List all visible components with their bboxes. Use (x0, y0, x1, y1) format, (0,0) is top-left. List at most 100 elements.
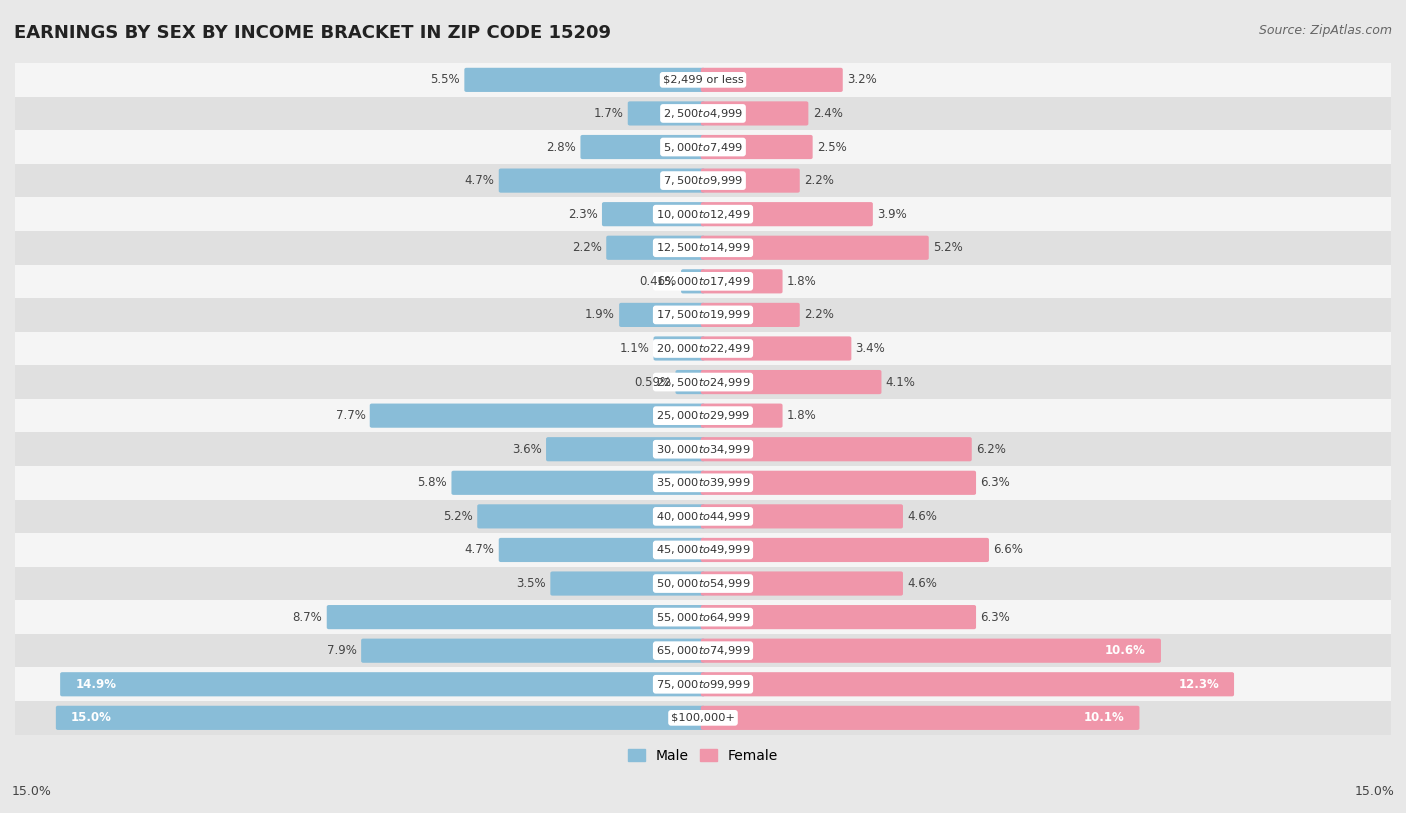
Text: EARNINGS BY SEX BY INCOME BRACKET IN ZIP CODE 15209: EARNINGS BY SEX BY INCOME BRACKET IN ZIP… (14, 24, 612, 42)
Text: 5.2%: 5.2% (934, 241, 963, 254)
Text: 4.1%: 4.1% (886, 376, 915, 389)
FancyBboxPatch shape (370, 403, 706, 428)
FancyBboxPatch shape (700, 102, 808, 125)
Text: $2,500 to $4,999: $2,500 to $4,999 (664, 107, 742, 120)
Text: 1.7%: 1.7% (593, 107, 623, 120)
Text: 12.3%: 12.3% (1178, 678, 1219, 691)
Text: 2.2%: 2.2% (804, 308, 834, 321)
Text: 8.7%: 8.7% (292, 611, 322, 624)
FancyBboxPatch shape (15, 399, 1391, 433)
Text: 3.5%: 3.5% (516, 577, 546, 590)
Text: $10,000 to $12,499: $10,000 to $12,499 (655, 207, 751, 220)
FancyBboxPatch shape (56, 706, 706, 730)
FancyBboxPatch shape (606, 236, 706, 260)
FancyBboxPatch shape (477, 504, 706, 528)
Legend: Male, Female: Male, Female (623, 743, 783, 768)
Text: 2.2%: 2.2% (572, 241, 602, 254)
FancyBboxPatch shape (15, 701, 1391, 735)
Text: $45,000 to $49,999: $45,000 to $49,999 (655, 543, 751, 556)
FancyBboxPatch shape (464, 67, 706, 92)
Text: 10.6%: 10.6% (1105, 644, 1146, 657)
Text: $20,000 to $22,499: $20,000 to $22,499 (655, 342, 751, 355)
Text: $50,000 to $54,999: $50,000 to $54,999 (655, 577, 751, 590)
Text: $12,500 to $14,999: $12,500 to $14,999 (655, 241, 751, 254)
Text: 1.8%: 1.8% (787, 275, 817, 288)
FancyBboxPatch shape (700, 471, 976, 495)
FancyBboxPatch shape (700, 236, 929, 260)
FancyBboxPatch shape (15, 600, 1391, 634)
FancyBboxPatch shape (700, 135, 813, 159)
FancyBboxPatch shape (15, 97, 1391, 130)
FancyBboxPatch shape (700, 202, 873, 226)
FancyBboxPatch shape (60, 672, 706, 697)
Text: 2.4%: 2.4% (813, 107, 842, 120)
Text: 15.0%: 15.0% (1355, 785, 1395, 798)
Text: 5.8%: 5.8% (418, 476, 447, 489)
Text: 5.5%: 5.5% (430, 73, 460, 86)
FancyBboxPatch shape (700, 638, 1161, 663)
FancyBboxPatch shape (15, 634, 1391, 667)
Text: 6.6%: 6.6% (993, 543, 1024, 556)
Text: 3.9%: 3.9% (877, 207, 907, 220)
Text: 10.1%: 10.1% (1084, 711, 1125, 724)
FancyBboxPatch shape (361, 638, 706, 663)
Text: $30,000 to $34,999: $30,000 to $34,999 (655, 443, 751, 456)
Text: $22,500 to $24,999: $22,500 to $24,999 (655, 376, 751, 389)
FancyBboxPatch shape (15, 500, 1391, 533)
Text: Source: ZipAtlas.com: Source: ZipAtlas.com (1258, 24, 1392, 37)
Text: $25,000 to $29,999: $25,000 to $29,999 (655, 409, 751, 422)
FancyBboxPatch shape (700, 370, 882, 394)
FancyBboxPatch shape (499, 538, 706, 562)
Text: 15.0%: 15.0% (11, 785, 51, 798)
FancyBboxPatch shape (700, 572, 903, 596)
Text: 6.2%: 6.2% (976, 443, 1005, 456)
FancyBboxPatch shape (15, 567, 1391, 600)
FancyBboxPatch shape (15, 163, 1391, 198)
FancyBboxPatch shape (581, 135, 706, 159)
FancyBboxPatch shape (700, 504, 903, 528)
FancyBboxPatch shape (700, 672, 1234, 697)
FancyBboxPatch shape (681, 269, 706, 293)
FancyBboxPatch shape (700, 337, 852, 361)
FancyBboxPatch shape (15, 433, 1391, 466)
FancyBboxPatch shape (700, 706, 1139, 730)
FancyBboxPatch shape (700, 605, 976, 629)
FancyBboxPatch shape (15, 231, 1391, 264)
Text: 3.4%: 3.4% (856, 342, 886, 355)
Text: 2.5%: 2.5% (817, 141, 846, 154)
FancyBboxPatch shape (15, 365, 1391, 399)
Text: 4.6%: 4.6% (907, 577, 938, 590)
FancyBboxPatch shape (602, 202, 706, 226)
FancyBboxPatch shape (700, 168, 800, 193)
Text: $40,000 to $44,999: $40,000 to $44,999 (655, 510, 751, 523)
FancyBboxPatch shape (700, 403, 783, 428)
Text: 14.9%: 14.9% (75, 678, 117, 691)
FancyBboxPatch shape (654, 337, 706, 361)
Text: 4.6%: 4.6% (907, 510, 938, 523)
Text: 0.46%: 0.46% (640, 275, 676, 288)
Text: 6.3%: 6.3% (980, 476, 1010, 489)
FancyBboxPatch shape (700, 302, 800, 327)
FancyBboxPatch shape (700, 269, 783, 293)
Text: $17,500 to $19,999: $17,500 to $19,999 (655, 308, 751, 321)
FancyBboxPatch shape (15, 332, 1391, 365)
Text: 4.7%: 4.7% (464, 543, 495, 556)
FancyBboxPatch shape (700, 67, 842, 92)
FancyBboxPatch shape (499, 168, 706, 193)
Text: 7.9%: 7.9% (328, 644, 357, 657)
Text: $55,000 to $64,999: $55,000 to $64,999 (655, 611, 751, 624)
Text: 2.8%: 2.8% (547, 141, 576, 154)
FancyBboxPatch shape (326, 605, 706, 629)
FancyBboxPatch shape (15, 533, 1391, 567)
FancyBboxPatch shape (15, 298, 1391, 332)
FancyBboxPatch shape (15, 667, 1391, 701)
Text: $15,000 to $17,499: $15,000 to $17,499 (655, 275, 751, 288)
FancyBboxPatch shape (15, 63, 1391, 97)
Text: $65,000 to $74,999: $65,000 to $74,999 (655, 644, 751, 657)
Text: $100,000+: $100,000+ (671, 713, 735, 723)
Text: 7.7%: 7.7% (336, 409, 366, 422)
FancyBboxPatch shape (619, 302, 706, 327)
Text: 4.7%: 4.7% (464, 174, 495, 187)
Text: 2.2%: 2.2% (804, 174, 834, 187)
Text: $35,000 to $39,999: $35,000 to $39,999 (655, 476, 751, 489)
